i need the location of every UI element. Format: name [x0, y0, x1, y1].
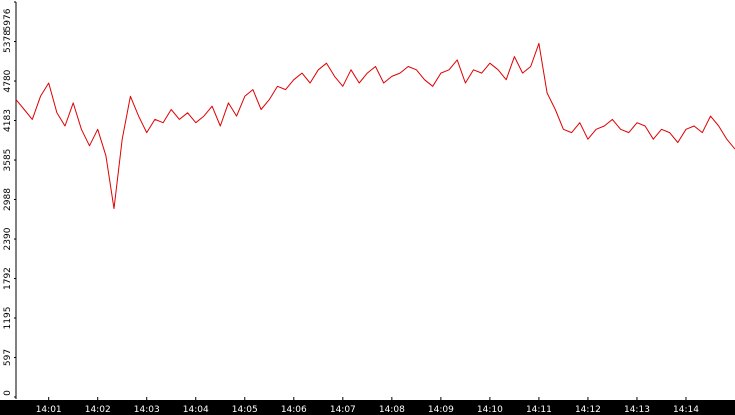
x-tick-label: 14:02: [85, 405, 111, 415]
y-tick-label: 0: [3, 390, 13, 396]
y-tick-label: 5378: [3, 30, 13, 53]
x-tick-label: 14:06: [281, 405, 307, 415]
y-tick-label: 1792: [3, 267, 13, 290]
x-tick-label: 14:09: [428, 405, 454, 415]
x-tick-label: 14:11: [526, 405, 552, 415]
y-tick-label: 4780: [3, 69, 13, 92]
y-tick-label: 2988: [3, 188, 13, 211]
x-tick-label: 14:03: [134, 405, 160, 415]
y-tick-label: 597: [3, 349, 13, 366]
y-tick-label: 2390: [3, 227, 13, 250]
y-tick-label: 1195: [3, 307, 13, 330]
x-tick-label: 14:12: [575, 405, 601, 415]
x-tick-label: 14:08: [379, 405, 405, 415]
x-tick-label: 14:14: [673, 405, 699, 415]
x-tick-label: 14:04: [183, 405, 209, 415]
y-tick-label: 4183: [3, 109, 13, 132]
x-tick-label: 14:10: [477, 405, 503, 415]
y-tick-label: 5976: [3, 8, 13, 31]
y-tick-label: 3585: [3, 149, 13, 172]
x-tick-label: 14:05: [232, 405, 258, 415]
series-group: [15, 42, 735, 210]
x-tick-label: 14:01: [36, 405, 62, 415]
x-axis-bar: [0, 400, 735, 415]
x-tick-label: 14:13: [624, 405, 650, 415]
series-line: [15, 42, 735, 210]
x-axis: 14:01 14:02 14:03 14:04 14:05 14:06 14:07 14:08…: [0, 397, 735, 415]
x-tick-label: 14:07: [330, 405, 356, 415]
